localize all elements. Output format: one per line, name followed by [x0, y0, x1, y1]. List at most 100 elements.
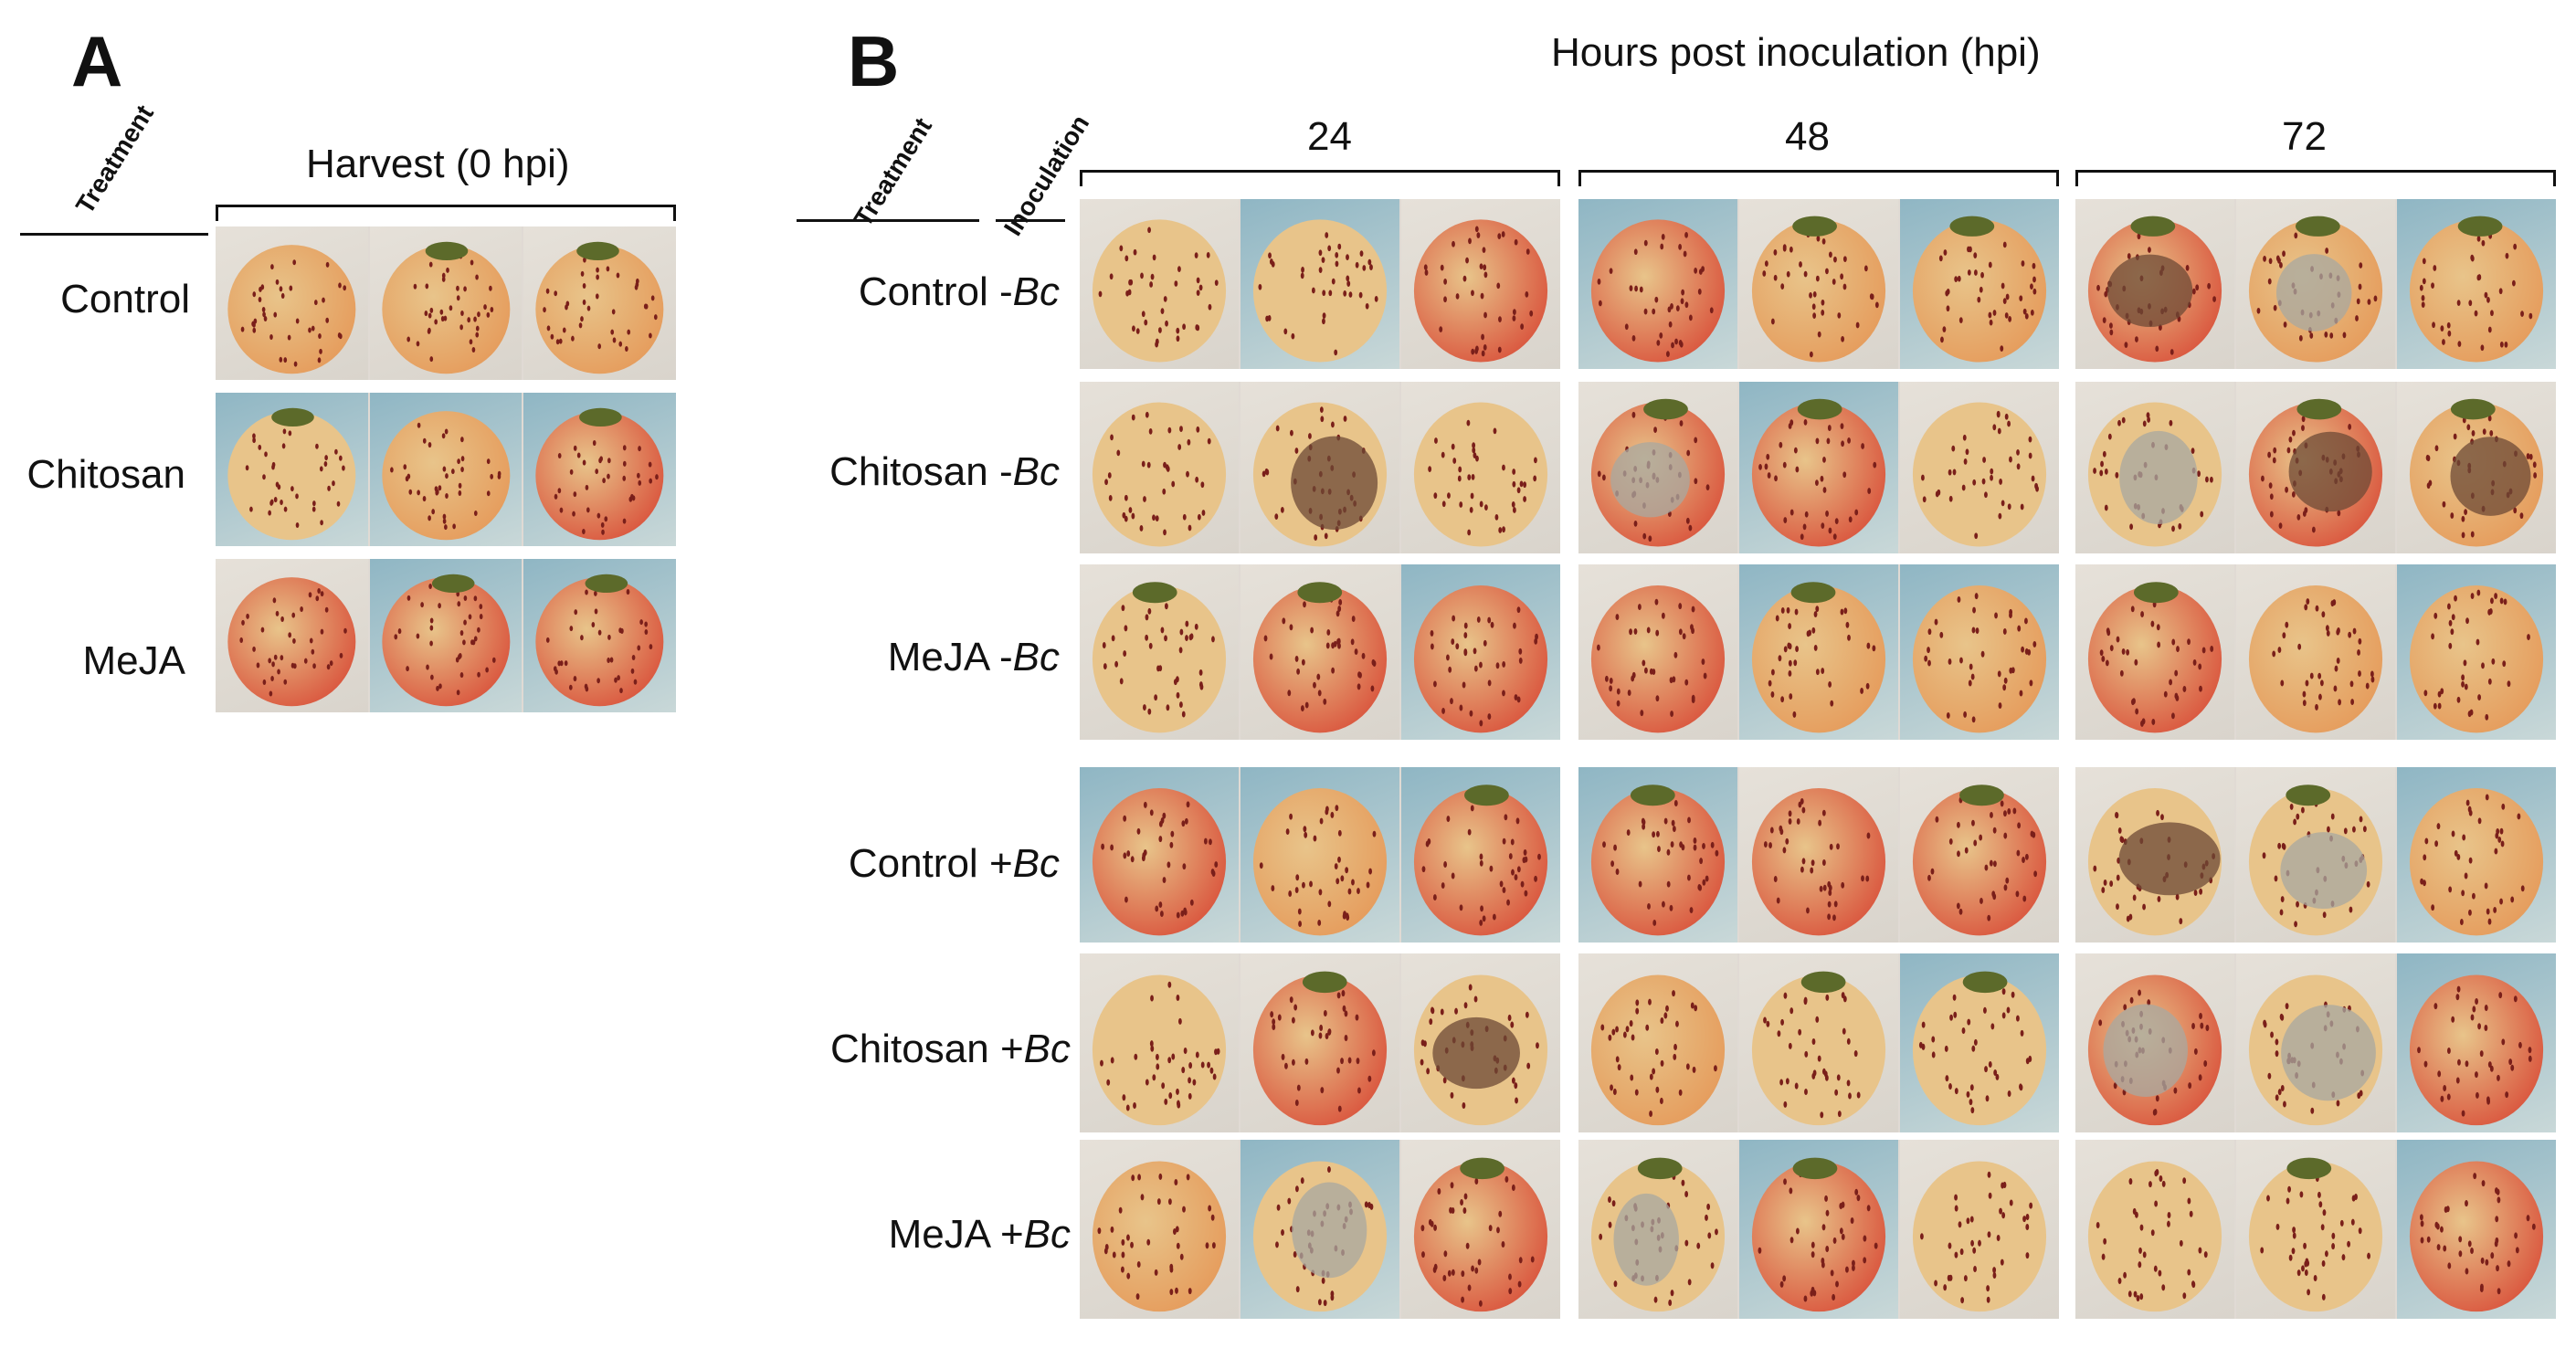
strawberry-photo: [369, 393, 524, 546]
strawberry-photo: [369, 226, 524, 380]
photo-strip-control-plus-48: [1578, 767, 2059, 943]
panel-b-row-label: MeJA +Bc: [889, 1215, 1071, 1255]
strawberry-photo: [216, 559, 370, 712]
strawberry-photo: [523, 226, 676, 380]
strawberry-photo: [1739, 199, 1900, 369]
photo-strip-meja-minus-24: [1080, 564, 1560, 740]
strawberry-photo: [2236, 767, 2397, 943]
strawberry-photo: [1900, 953, 2059, 1132]
row-pathogen: Bc: [1012, 635, 1060, 679]
strawberry-photo: [1578, 953, 1739, 1132]
panel-a-photo-strip-meja: [216, 559, 676, 712]
strawberry-photo: [2236, 564, 2397, 740]
panel-a-title: Harvest (0 hpi): [306, 142, 570, 186]
strawberry-photo: [2397, 382, 2556, 553]
strawberry-photo: [1739, 1140, 1900, 1319]
strawberry-photo: [523, 393, 676, 546]
strawberry-photo: [2397, 767, 2556, 943]
strawberry-photo: [2075, 564, 2236, 740]
panel-b-row-label: Chitosan +Bc: [830, 1029, 1071, 1069]
strawberry-photo: [1080, 199, 1240, 369]
panel-b-treatment-label: Treatment: [848, 112, 938, 232]
photo-strip-control-minus-24: [1080, 199, 1560, 369]
photo-strip-chitosan-minus-48: [1578, 382, 2059, 553]
row-pathogen: Bc: [1012, 269, 1060, 314]
strawberry-photo: [1900, 382, 2059, 553]
strawberry-photo: [2075, 382, 2236, 553]
panel-b-row-label: Control +Bc: [849, 844, 1060, 884]
strawberry-photo: [1080, 1140, 1240, 1319]
panel-a-photo-strip-chitosan: [216, 393, 676, 546]
strawberry-photo: [2397, 199, 2556, 369]
strawberry-photo: [2397, 1140, 2556, 1319]
photo-strip-control-plus-24: [1080, 767, 1560, 943]
strawberry-photo: [2075, 767, 2236, 943]
timepoint-label-24: 24: [1307, 114, 1352, 159]
photo-strip-control-minus-72: [2075, 199, 2556, 369]
photo-strip-meja-plus-72: [2075, 1140, 2556, 1319]
row-sign: +: [988, 841, 1013, 886]
row-pathogen: Bc: [1023, 1027, 1071, 1071]
photo-strip-chitosan-plus-72: [2075, 953, 2556, 1132]
strawberry-photo: [2236, 199, 2397, 369]
row-pathogen: Bc: [1023, 1212, 1071, 1257]
panel-b-row-label: MeJA -Bc: [888, 637, 1060, 678]
photo-strip-chitosan-minus-24: [1080, 382, 1560, 553]
panel-a-row-label-chitosan: Chitosan: [26, 452, 185, 497]
panel-b-inoculation-rule: [996, 219, 1065, 222]
panel-b-title: Hours post inoculation (hpi): [1551, 30, 2041, 75]
row-sign: -: [998, 449, 1013, 494]
panel-a-photo-strip-control: [216, 226, 676, 380]
timepoint-bracket-48: [1578, 170, 2059, 186]
panel-a-bracket: [216, 205, 676, 221]
photo-strip-meja-plus-24: [1080, 1140, 1560, 1319]
photo-strip-chitosan-plus-48: [1578, 953, 2059, 1132]
strawberry-photo: [1080, 767, 1240, 943]
row-sign: +: [999, 1212, 1024, 1257]
strawberry-photo: [1240, 382, 1401, 553]
row-treatment: Control: [858, 269, 988, 314]
strawberry-photo: [2075, 953, 2236, 1132]
strawberry-photo: [1401, 953, 1560, 1132]
panel-b-row-label: Control -Bc: [859, 272, 1060, 312]
panel-a-treatment-rule: [20, 233, 208, 236]
strawberry-photo: [1739, 767, 1900, 943]
photo-strip-control-minus-48: [1578, 199, 2059, 369]
timepoint-bracket-24: [1080, 170, 1560, 186]
row-treatment: MeJA: [888, 1212, 989, 1257]
timepoint-label-48: 48: [1785, 114, 1830, 159]
strawberry-photo: [1739, 953, 1900, 1132]
strawberry-photo: [2236, 953, 2397, 1132]
panel-a-row-label-control: Control: [60, 277, 190, 321]
strawberry-photo: [1739, 564, 1900, 740]
row-sign: +: [999, 1027, 1024, 1071]
photo-strip-meja-minus-48: [1578, 564, 2059, 740]
strawberry-photo: [2075, 1140, 2236, 1319]
strawberry-photo: [216, 226, 370, 380]
panel-b-letter: B: [848, 21, 900, 101]
strawberry-photo: [1240, 767, 1401, 943]
strawberry-photo: [216, 393, 370, 546]
strawberry-photo: [2236, 382, 2397, 553]
row-sign: -: [998, 269, 1013, 314]
row-pathogen: Bc: [1012, 449, 1060, 494]
row-treatment: Chitosan: [829, 449, 988, 494]
photo-strip-chitosan-plus-24: [1080, 953, 1560, 1132]
panel-b-row-label: Chitosan -Bc: [829, 452, 1060, 492]
strawberry-photo: [2397, 564, 2556, 740]
strawberry-photo: [1401, 382, 1560, 553]
strawberry-photo: [1578, 382, 1739, 553]
strawberry-photo: [1739, 382, 1900, 553]
photo-strip-control-plus-72: [2075, 767, 2556, 943]
panel-a-letter: A: [71, 21, 123, 101]
strawberry-photo: [523, 559, 676, 712]
strawberry-photo: [1578, 199, 1739, 369]
strawberry-photo: [1240, 564, 1401, 740]
strawberry-photo: [2075, 199, 2236, 369]
strawberry-photo: [1080, 564, 1240, 740]
panel-b-treatment-rule: [797, 219, 979, 222]
strawberry-photo: [1900, 767, 2059, 943]
row-treatment: Chitosan: [830, 1027, 989, 1071]
strawberry-photo: [1080, 953, 1240, 1132]
strawberry-photo: [1578, 564, 1739, 740]
